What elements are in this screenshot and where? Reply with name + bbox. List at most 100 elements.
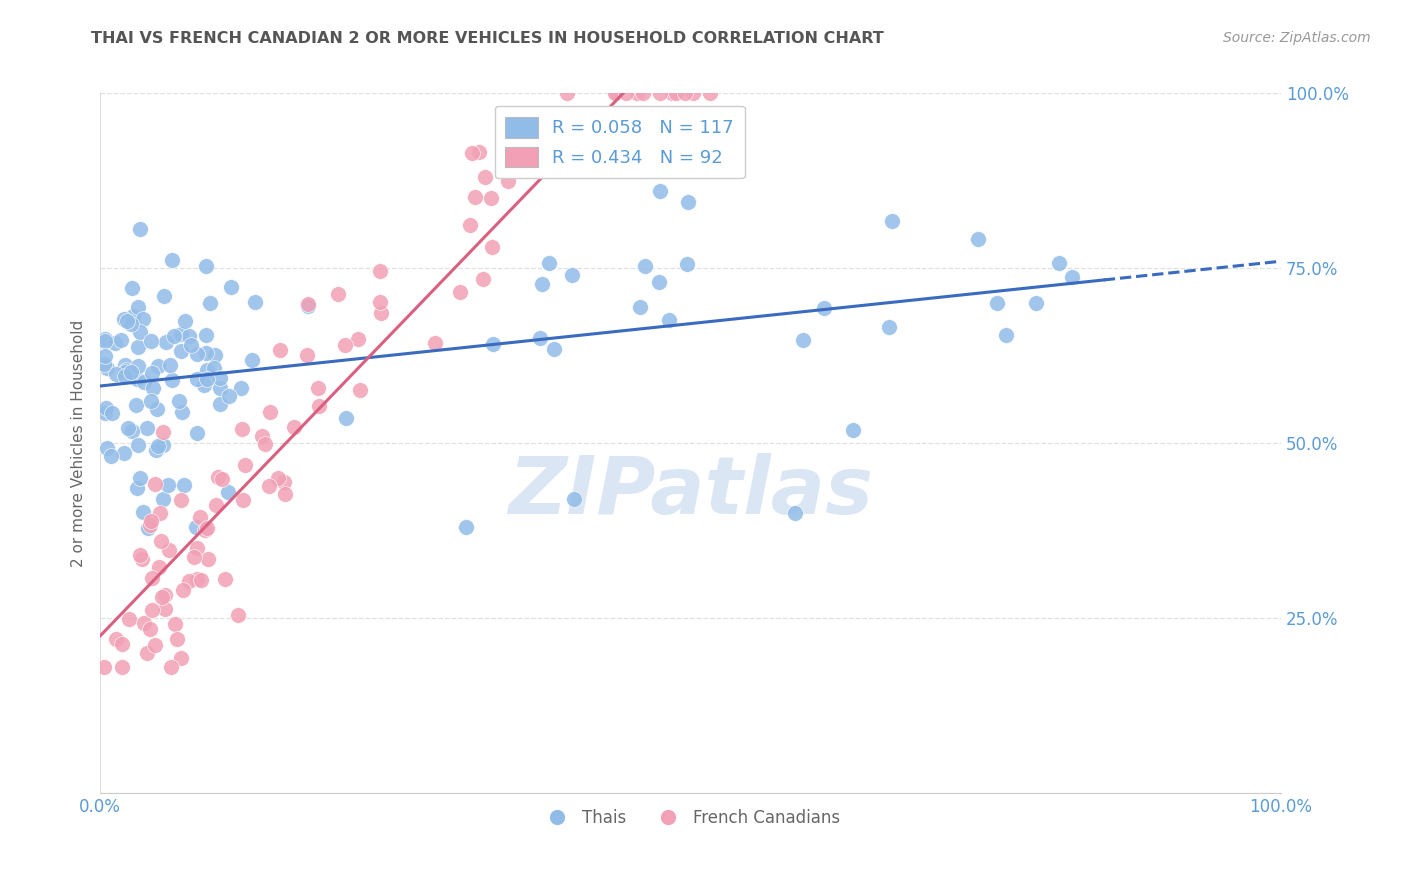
Point: [173, 478, 195, 492]
Point: [152, 437, 174, 451]
Point: [148, 439, 170, 453]
Point: [257, 479, 280, 493]
Point: [628, 301, 651, 315]
Point: [195, 346, 218, 360]
Point: [143, 476, 166, 491]
Point: [129, 471, 152, 485]
Point: [115, 363, 138, 377]
Point: [100, 449, 122, 463]
Point: [121, 424, 143, 438]
Point: [205, 498, 228, 512]
Point: [232, 493, 254, 508]
Point: [219, 279, 242, 293]
Point: [148, 359, 170, 374]
Point: [195, 363, 218, 377]
Point: [208, 381, 231, 395]
Point: [661, 87, 683, 101]
Point: [297, 299, 319, 313]
Text: Source: ZipAtlas.com: Source: ZipAtlas.com: [1223, 31, 1371, 45]
Point: [543, 343, 565, 357]
Point: [498, 173, 520, 187]
Point: [94, 334, 117, 348]
Point: [194, 524, 217, 538]
Point: [648, 87, 671, 101]
Point: [141, 571, 163, 585]
Point: [114, 359, 136, 373]
Point: [165, 616, 187, 631]
Point: [183, 549, 205, 564]
Point: [673, 87, 696, 101]
Point: [467, 145, 489, 160]
Point: [127, 481, 149, 495]
Point: [129, 222, 152, 236]
Point: [481, 240, 503, 254]
Point: [186, 426, 208, 441]
Point: [159, 358, 181, 372]
Point: [211, 472, 233, 486]
Point: [136, 420, 159, 434]
Point: [136, 521, 159, 535]
Point: [233, 458, 256, 472]
Point: [273, 475, 295, 490]
Point: [128, 325, 150, 339]
Point: [792, 333, 814, 347]
Text: ZIPatlas: ZIPatlas: [508, 453, 873, 531]
Point: [197, 372, 219, 386]
Point: [132, 376, 155, 390]
Point: [254, 437, 277, 451]
Point: [648, 276, 671, 290]
Point: [226, 608, 249, 623]
Point: [308, 399, 330, 413]
Point: [195, 260, 218, 274]
Point: [423, 335, 446, 350]
Point: [172, 583, 194, 598]
Point: [177, 574, 200, 589]
Point: [229, 381, 252, 395]
Point: [184, 520, 207, 534]
Point: [464, 190, 486, 204]
Point: [145, 443, 167, 458]
Point: [194, 327, 217, 342]
Point: [461, 146, 484, 161]
Point: [614, 87, 637, 101]
Point: [202, 361, 225, 376]
Point: [142, 381, 165, 395]
Point: [138, 623, 160, 637]
Point: [170, 343, 193, 358]
Point: [555, 87, 578, 101]
Point: [139, 517, 162, 532]
Point: [162, 252, 184, 267]
Point: [231, 422, 253, 436]
Point: [173, 314, 195, 328]
Point: [170, 405, 193, 419]
Point: [880, 214, 903, 228]
Point: [141, 602, 163, 616]
Point: [214, 572, 236, 586]
Point: [562, 491, 585, 506]
Point: [665, 87, 688, 101]
Point: [217, 485, 239, 500]
Point: [114, 365, 136, 379]
Point: [152, 491, 174, 506]
Point: [186, 541, 208, 556]
Point: [135, 646, 157, 660]
Point: [125, 398, 148, 412]
Point: [127, 438, 149, 452]
Point: [195, 521, 218, 535]
Point: [243, 294, 266, 309]
Point: [125, 372, 148, 386]
Point: [177, 329, 200, 343]
Point: [186, 572, 208, 586]
Point: [197, 551, 219, 566]
Point: [150, 590, 173, 604]
Point: [650, 184, 672, 198]
Point: [658, 313, 681, 327]
Point: [546, 148, 568, 162]
Y-axis label: 2 or more Vehicles in Household: 2 or more Vehicles in Household: [72, 319, 86, 566]
Point: [333, 338, 356, 352]
Point: [842, 423, 865, 437]
Point: [879, 320, 901, 334]
Point: [675, 257, 697, 271]
Point: [166, 632, 188, 646]
Point: [481, 337, 503, 351]
